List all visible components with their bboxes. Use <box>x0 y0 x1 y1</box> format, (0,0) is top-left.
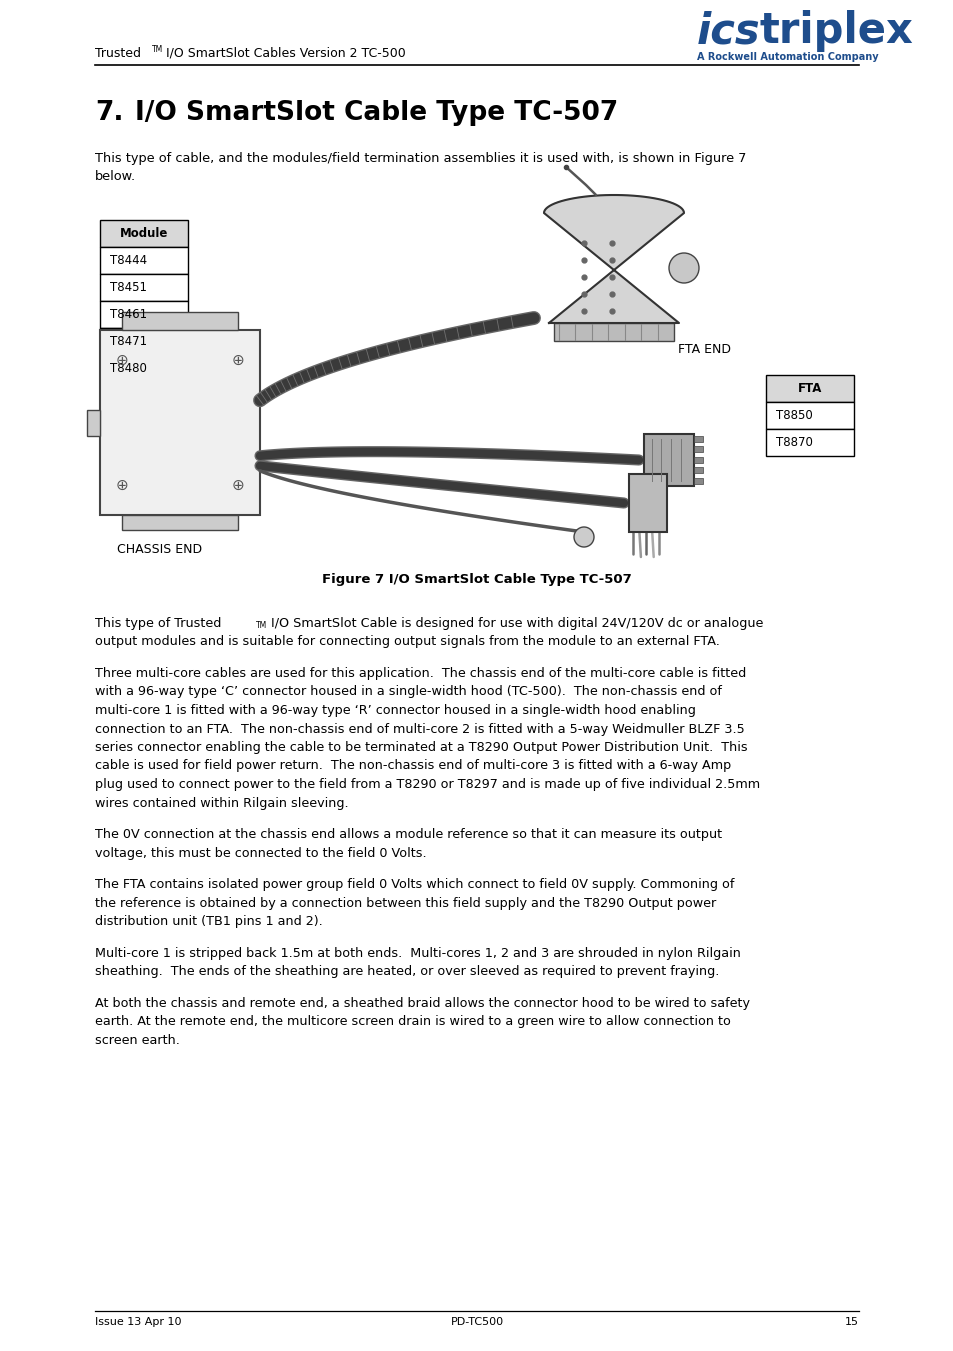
FancyBboxPatch shape <box>100 330 260 515</box>
FancyBboxPatch shape <box>765 430 853 457</box>
Text: ics: ics <box>697 9 760 51</box>
Text: TM: TM <box>152 45 163 54</box>
Text: T8870: T8870 <box>775 436 812 449</box>
Text: FTA END: FTA END <box>677 343 730 357</box>
Text: T8444: T8444 <box>110 254 147 267</box>
Text: ⊕: ⊕ <box>115 477 129 493</box>
Text: Trusted: Trusted <box>95 47 141 59</box>
Circle shape <box>668 253 699 282</box>
Text: PD-TC500: PD-TC500 <box>450 1317 503 1327</box>
Text: T8461: T8461 <box>110 308 147 322</box>
FancyBboxPatch shape <box>693 478 702 484</box>
FancyBboxPatch shape <box>693 467 702 473</box>
FancyBboxPatch shape <box>100 274 188 301</box>
FancyBboxPatch shape <box>693 436 702 442</box>
Text: T8451: T8451 <box>110 281 147 295</box>
FancyBboxPatch shape <box>643 434 693 486</box>
Text: FTA: FTA <box>797 382 821 394</box>
Text: T8471: T8471 <box>110 335 147 349</box>
FancyBboxPatch shape <box>100 328 188 355</box>
Text: The FTA contains isolated power group field 0 Volts which connect to field 0V su: The FTA contains isolated power group fi… <box>95 878 734 928</box>
FancyBboxPatch shape <box>693 457 702 463</box>
FancyBboxPatch shape <box>765 403 853 430</box>
Text: This type of cable, and the modules/field termination assemblies it is used with: This type of cable, and the modules/fiel… <box>95 153 745 184</box>
Text: Module: Module <box>120 227 168 240</box>
Text: Issue 13 Apr 10: Issue 13 Apr 10 <box>95 1317 181 1327</box>
Text: Figure 7 I/O SmartSlot Cable Type TC-507: Figure 7 I/O SmartSlot Cable Type TC-507 <box>322 573 631 586</box>
Text: TM: TM <box>255 620 267 630</box>
Polygon shape <box>543 195 683 323</box>
Text: I/O SmartSlot Cables Version 2 TC-500: I/O SmartSlot Cables Version 2 TC-500 <box>161 47 405 59</box>
Text: CHASSIS END: CHASSIS END <box>117 543 202 557</box>
Text: output modules and is suitable for connecting output signals from the module to : output modules and is suitable for conne… <box>95 635 720 648</box>
Text: This type of Trusted: This type of Trusted <box>95 617 221 630</box>
Text: A Rockwell Automation Company: A Rockwell Automation Company <box>697 51 878 62</box>
FancyBboxPatch shape <box>122 515 237 530</box>
FancyBboxPatch shape <box>100 355 188 382</box>
Circle shape <box>574 527 594 547</box>
Text: ⊕: ⊕ <box>232 477 244 493</box>
Text: ⊕: ⊕ <box>232 353 244 367</box>
Text: 7.: 7. <box>95 100 123 126</box>
FancyBboxPatch shape <box>628 474 666 532</box>
Text: I/O SmartSlot Cable Type TC-507: I/O SmartSlot Cable Type TC-507 <box>135 100 618 126</box>
FancyBboxPatch shape <box>100 247 188 274</box>
FancyBboxPatch shape <box>87 409 100 435</box>
Text: At both the chassis and remote end, a sheathed braid allows the connector hood t: At both the chassis and remote end, a sh… <box>95 997 749 1047</box>
Text: triplex: triplex <box>759 9 912 51</box>
FancyBboxPatch shape <box>122 312 237 330</box>
FancyBboxPatch shape <box>100 220 188 247</box>
Text: 15: 15 <box>844 1317 858 1327</box>
FancyBboxPatch shape <box>100 301 188 328</box>
Text: Three multi-core cables are used for this application.  The chassis end of the m: Three multi-core cables are used for thi… <box>95 667 760 809</box>
FancyBboxPatch shape <box>693 446 702 453</box>
FancyBboxPatch shape <box>765 376 853 403</box>
Text: T8480: T8480 <box>110 362 147 376</box>
Text: The 0V connection at the chassis end allows a module reference so that it can me: The 0V connection at the chassis end all… <box>95 828 721 859</box>
Text: ⊕: ⊕ <box>115 353 129 367</box>
Text: Multi-core 1 is stripped back 1.5m at both ends.  Multi-cores 1, 2 and 3 are shr: Multi-core 1 is stripped back 1.5m at bo… <box>95 947 740 978</box>
Text: I/O SmartSlot Cable is designed for use with digital 24V/120V dc or analogue: I/O SmartSlot Cable is designed for use … <box>267 617 762 630</box>
FancyBboxPatch shape <box>554 323 673 340</box>
Text: T8850: T8850 <box>775 409 812 422</box>
